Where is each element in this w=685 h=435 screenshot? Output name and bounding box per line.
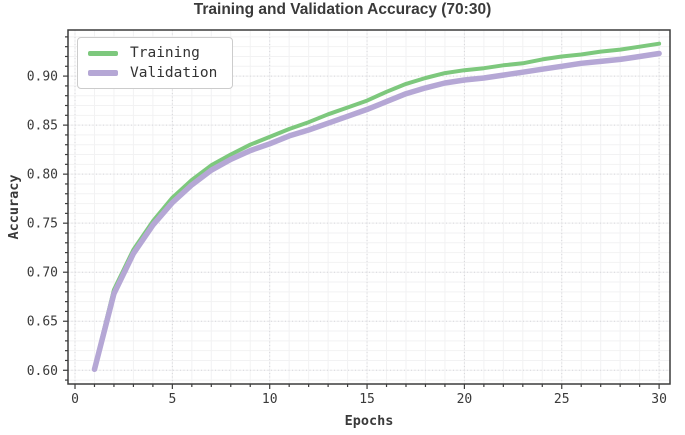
tick-label: 5 bbox=[168, 392, 176, 407]
chart-title: Training and Validation Accuracy (70:30) bbox=[193, 1, 492, 18]
legend-item-validation: Validation bbox=[88, 64, 222, 81]
validation-line-swatch bbox=[88, 69, 118, 76]
tick-label: 10 bbox=[262, 392, 278, 407]
legend-label-validation: Validation bbox=[130, 64, 218, 81]
tick-label: 30 bbox=[651, 392, 667, 407]
legend-label-training: Training bbox=[130, 45, 200, 61]
training-line-swatch bbox=[88, 51, 118, 56]
tick-label: 15 bbox=[359, 392, 375, 407]
tick-label: 0.80 bbox=[27, 168, 58, 183]
tick-label: 0.75 bbox=[27, 217, 58, 232]
validation-series-line bbox=[91, 50, 662, 373]
major-gridlines bbox=[68, 30, 670, 384]
tick-label: 0.65 bbox=[27, 315, 58, 330]
tick-label: 25 bbox=[554, 392, 570, 407]
plot-frame bbox=[67, 29, 671, 385]
tick-label: 0.85 bbox=[27, 119, 58, 134]
training-series-line bbox=[92, 41, 662, 371]
axis-ticks bbox=[63, 36, 660, 389]
tick-label: 0.60 bbox=[27, 364, 58, 379]
tick-label: 20 bbox=[457, 392, 473, 407]
x-axis-label: Epochs bbox=[344, 413, 394, 429]
tick-label: 0.70 bbox=[27, 266, 58, 281]
legend-item-training: Training bbox=[88, 46, 222, 61]
y-axis-label: Accuracy bbox=[6, 174, 22, 240]
tick-label: 0 bbox=[71, 392, 79, 407]
tick-label: 0.90 bbox=[27, 70, 58, 85]
legend: Training Validation bbox=[77, 37, 233, 89]
tick-labels: 0 5 10 15 20 25 30 0.60 0.65 0.70 0.75 0.80 0.85 0.90 bbox=[27, 70, 667, 407]
